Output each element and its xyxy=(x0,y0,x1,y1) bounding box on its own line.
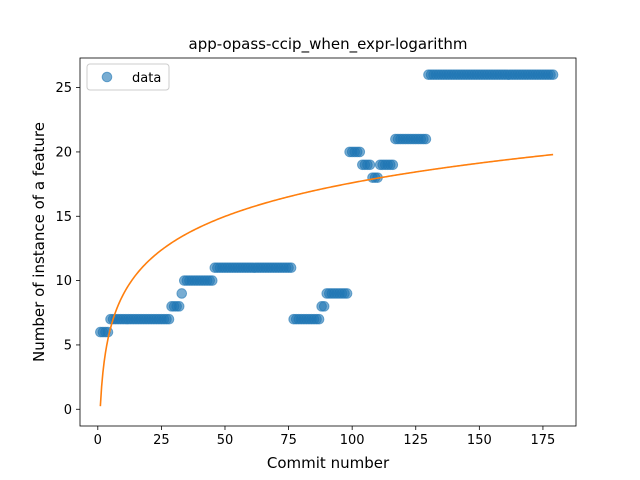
x-tick-label: 75 xyxy=(280,433,297,448)
y-axis: 0 5 10 15 20 25 xyxy=(55,81,80,418)
data-point xyxy=(354,146,366,158)
legend-box xyxy=(86,63,170,91)
data-point xyxy=(420,133,432,145)
fit-line xyxy=(99,153,554,407)
legend-marker-data xyxy=(101,71,113,83)
y-tick-label: 5 xyxy=(64,338,72,353)
x-tick-label: 25 xyxy=(153,433,170,448)
y-tick-label: 20 xyxy=(55,145,72,160)
chart-title: app-opass-ccip_when_expr-logarithm xyxy=(189,35,468,54)
data-point xyxy=(176,288,188,299)
x-tick-label: 125 xyxy=(403,433,428,448)
y-tick-label: 0 xyxy=(64,403,72,418)
y-tick-label: 25 xyxy=(55,81,72,96)
x-tick-label: 100 xyxy=(340,433,365,448)
data-point xyxy=(364,159,376,171)
data-point xyxy=(206,275,218,286)
plot-area xyxy=(80,58,576,426)
x-tick-label: 175 xyxy=(531,433,556,448)
x-axis-label: Commit number xyxy=(267,454,390,472)
plot-frame xyxy=(79,57,577,427)
x-tick-label: 50 xyxy=(217,433,234,448)
legend: data xyxy=(86,63,170,91)
data-point xyxy=(387,159,399,171)
data-point xyxy=(318,301,330,312)
x-axis: 0 25 50 75 100 125 150 175 xyxy=(94,426,556,448)
legend-label-data: data xyxy=(132,71,161,86)
y-tick-label: 15 xyxy=(55,210,72,225)
data-point xyxy=(341,288,353,299)
y-tick-label: 10 xyxy=(55,274,72,289)
x-tick-label: 0 xyxy=(94,433,102,448)
series-layer xyxy=(95,69,559,407)
data-point xyxy=(173,301,185,312)
data-point xyxy=(285,262,297,274)
data-point xyxy=(547,69,559,81)
y-axis-label: Number of instance of a feature xyxy=(30,122,48,362)
x-tick-label: 150 xyxy=(467,433,492,448)
data-point xyxy=(313,313,325,325)
data-point xyxy=(163,313,175,325)
